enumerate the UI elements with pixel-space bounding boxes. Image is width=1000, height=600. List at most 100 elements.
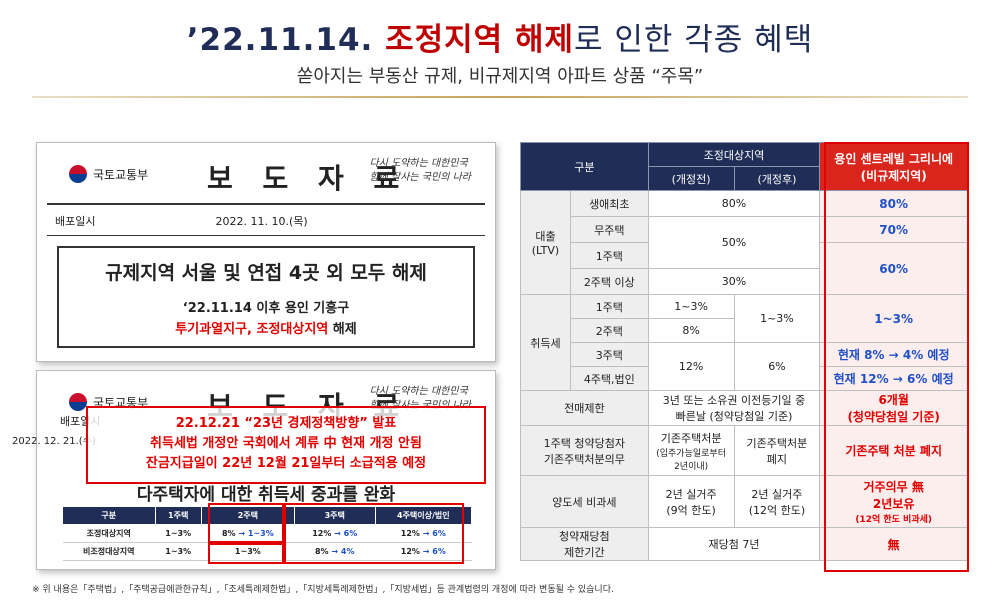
cell-line: 제한기간 (564, 546, 605, 559)
cell-line: 기존주택처분 (660, 431, 722, 445)
cell-line: (청약당첨일 기준) (847, 410, 940, 424)
cell-line: 기존주택처분의무 (543, 452, 625, 466)
table-header-row: 구분 조정대상지역 용인 센트레빌 그리니에 (비규제지역) (520, 142, 968, 191)
press-headline: 규제지역 서울 및 연접 4곳 외 모두 해제 (105, 262, 427, 284)
column-header: 구분 (62, 506, 156, 525)
column-header-adjusted-zone: 조정대상지역 (647, 142, 821, 167)
arrow-icon: → (334, 529, 341, 538)
cell: 1~3% (155, 542, 202, 561)
cell: 기존주택처분 (입주가능일로부터 2년이내) (647, 425, 735, 476)
table-row: 대출 (LTV) 생애최초 80% 80% (520, 190, 968, 295)
arrow-icon: → (238, 529, 246, 538)
loan-label-ltv: (LTV) (531, 244, 560, 257)
row-group-acquisition-tax: 취득세 (520, 294, 571, 391)
cell: 8% → 4% (294, 542, 376, 561)
date-divider (47, 235, 485, 236)
cell-line: (12억 한도) (748, 503, 806, 517)
policy-announcement-box: 22.12.21 “23년 경제정책방향” 발표 취득세법 개정안 국회에서 계… (86, 406, 486, 484)
cell: 6% (733, 342, 821, 391)
slogan: 다시 도약하는 대한민국 함께 잘사는 국민의 나라 (369, 157, 471, 185)
cell-line: (입주가능일로부터 (656, 448, 726, 459)
arrow-icon: → (331, 547, 339, 556)
table-header-row: (개정전) (개정후) (521, 166, 968, 191)
cell-line: 3년 또는 소유권 이전등기일 중 (662, 394, 806, 407)
table-row: 3주택 12% 6% 현재 8% → 4% 예정 (521, 342, 968, 391)
highlight-complex-name: 용인 센트레빌 그리니에 (834, 151, 954, 166)
new-rate: 6% (432, 529, 446, 538)
cell-line: (9억 한도) (666, 503, 716, 517)
cell: 12% → 6% (375, 524, 472, 543)
cell-line: 1주택 청약당첨자 (543, 436, 626, 450)
cell: 80% (647, 190, 821, 217)
cell-line: 2년 실거주 (751, 487, 803, 501)
cell-line: 2년보유 (872, 497, 915, 511)
old-rate: 12% (400, 547, 420, 556)
column-header-highlight: 용인 센트레빌 그리니에 (비규제지역) (819, 142, 968, 191)
table-row: 2주택 8% (521, 318, 968, 343)
highlight-cell: 1~3% (819, 294, 968, 343)
row-label: 2주택 (569, 318, 649, 343)
column-header-after: (개정후) (733, 166, 821, 191)
cell-line: 빠른날 (청약당첨일 기준) (675, 410, 793, 423)
release-date-value: 2022. 11. 10.(목) (215, 215, 308, 228)
cell: 12% (647, 342, 735, 391)
highlight-cell: 거주의무 無 2년보유 (12억 한도 비과세) (819, 475, 968, 528)
highlight-cell: 6개월 (청약당첨일 기준) (819, 390, 968, 426)
table-row: 무주택 50% 70% (521, 216, 968, 269)
release-date-value-2: 2022. 12. 21.(수) (12, 436, 96, 447)
row-label: 1주택 (569, 294, 649, 319)
highlight-cell: 현재 12% → 6% 예정 (819, 366, 968, 391)
new-rate: 6% (432, 547, 446, 556)
ministry-logo: 국토교통부 (69, 165, 148, 183)
highlight-cell: 無 (819, 527, 968, 561)
row-label: 1주택 (569, 242, 649, 269)
column-header: 3주택 (293, 506, 376, 525)
taegeuk-icon (69, 393, 87, 411)
row-label: 생애최초 (569, 190, 649, 217)
highlight-cell: 80% (819, 190, 968, 217)
old-rate: 8% (221, 529, 236, 538)
title-highlight: 조정지역 해제 (385, 22, 575, 58)
cell: 2년 실거주 (12억 한도) (733, 475, 821, 528)
cell-line: 기존주택처분 (746, 436, 808, 450)
cell-line: 청약재당첨 (559, 530, 610, 543)
acquisition-tax-heading: 다주택자에 대한 취득세 중과를 완화 (136, 485, 396, 505)
deregulated-zones: 투기과열지구, 조정대상지역 (175, 322, 329, 337)
slogan-line-2: 함께 잘사는 국민의 나라 (369, 399, 471, 413)
press-header: 국토교통부 보 도 자 료 다시 도약하는 대한민국 함께 잘사는 국민의 나라 (47, 143, 485, 205)
cell: 기존주택처분 폐지 (733, 425, 821, 476)
cell-line: (12억 한도 비과세) (855, 515, 933, 525)
cell: 1~3% (733, 294, 821, 343)
row-group-loan: 대출 (LTV) (520, 190, 571, 295)
headline-box: 규제지역 서울 및 연접 4곳 외 모두 해제 ‘22.11.14 이후 용인 … (57, 246, 475, 348)
taegeuk-icon (69, 165, 87, 183)
cell: 1~3% (201, 542, 295, 561)
cell: 12% → 6% (294, 524, 376, 543)
cell: 1~3% (155, 524, 202, 543)
row-label: 3주택 (569, 342, 649, 367)
column-header-category: 구분 (520, 142, 649, 191)
title-date: ’22.11.14. (186, 22, 374, 58)
arrow-icon: → (422, 547, 430, 556)
slogan-line-1: 다시 도약하는 대한민국 (369, 386, 468, 397)
row-label: 비조정대상지역 (62, 542, 155, 561)
row-label: 양도세 비과세 (520, 475, 649, 528)
ministry-name: 국토교통부 (93, 167, 149, 182)
row-label: 4주택,법인 (569, 366, 649, 391)
table-row: 청약재당첨 제한기간 재당첨 7년 無 (520, 527, 968, 561)
press-title: 보 도 자 료 (207, 162, 410, 195)
slogan-line-2: 함께 잘사는 국민의 나라 (369, 172, 471, 183)
table-row: 비조정대상지역 1~3% 1~3% 8% → 4% 12% → 6% (62, 542, 472, 561)
cell: 12% → 6% (375, 542, 472, 561)
cell: 30% (647, 268, 821, 295)
highlight-cell: 기존주택 처분 폐지 (819, 425, 968, 476)
new-rate: 4% (340, 547, 355, 556)
table-row: 2주택 이상 30% (521, 268, 968, 295)
highlight-outline (284, 503, 464, 564)
announcement-line-1: 22.12.21 “23년 경제정책방향” 발표 (175, 416, 397, 431)
cell-line: 거주의무 無 (863, 480, 924, 494)
benefits-comparison-table: 구분 조정대상지역 용인 센트레빌 그리니에 (비규제지역) (개정전) (개정… (520, 142, 968, 561)
loan-label: 대출 (535, 230, 556, 243)
